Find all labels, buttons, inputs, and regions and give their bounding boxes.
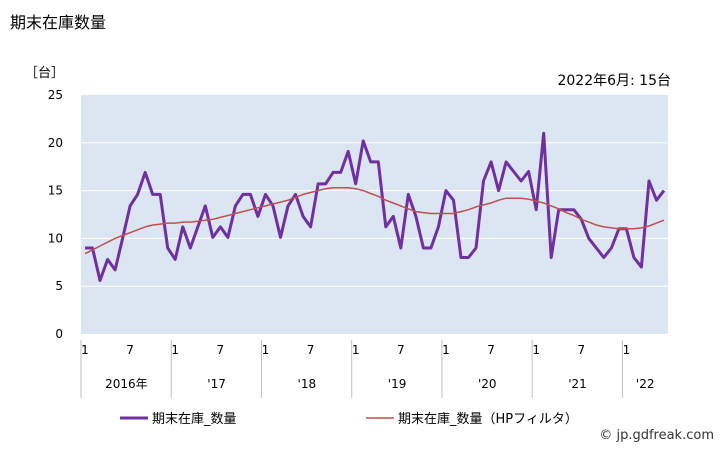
x-month-tick-label: 7 [217, 343, 225, 357]
plot-area [81, 95, 668, 334]
x-month-tick-label: 1 [352, 343, 360, 357]
y-tick-label: 20 [48, 136, 63, 150]
series-line-hp-filter [84, 186, 665, 255]
x-axis: 1 7 1 7 1 7 1 7 1 7 1 7 1 2016年 '17 '18 '19 '20 '21 '22 [80, 340, 655, 398]
latest-value-note: 2022年6月: 15台 [557, 73, 671, 89]
x-month-tick-label: 1 [171, 343, 179, 357]
x-month-tick-label: 1 [442, 343, 450, 357]
y-axis: 0 5 10 15 20 25 [48, 88, 63, 341]
source-credit: © jp.gdfreak.com [599, 428, 714, 443]
series-lines [84, 131, 666, 282]
x-year-label: '19 [388, 377, 407, 391]
x-year-label: '20 [478, 377, 497, 391]
legend: 期末在庫_数量 期末在庫_数量（HPフィルタ） [120, 412, 578, 427]
x-month-tick-label: 1 [532, 343, 540, 357]
x-year-label: '22 [636, 377, 655, 391]
legend-label: 期末在庫_数量 [152, 412, 237, 427]
series-line-inventory [85, 131, 666, 282]
x-year-label: '17 [207, 377, 226, 391]
y-tick-label: 25 [48, 88, 63, 102]
x-month-tick-label: 7 [577, 343, 585, 357]
x-year-label: '18 [298, 377, 317, 391]
x-month-tick-label: 7 [397, 343, 405, 357]
y-tick-label: 0 [55, 327, 63, 341]
x-month-tick-label: 7 [487, 343, 495, 357]
x-month-tick-label: 7 [126, 343, 134, 357]
chart-title: 期末在庫数量 [10, 13, 107, 32]
y-tick-label: 15 [48, 184, 63, 198]
legend-label: 期末在庫_数量（HPフィルタ） [398, 412, 578, 427]
x-year-label: '21 [568, 377, 587, 391]
x-month-tick-label: 1 [81, 343, 89, 357]
y-axis-unit: ［台］ [25, 66, 65, 81]
x-month-tick-label: 1 [623, 343, 631, 357]
x-month-tick-label: 7 [307, 343, 315, 357]
y-tick-label: 10 [48, 231, 63, 245]
y-tick-label: 5 [55, 279, 63, 293]
x-year-label: 2016年 [105, 377, 148, 391]
x-month-tick-label: 1 [262, 343, 270, 357]
